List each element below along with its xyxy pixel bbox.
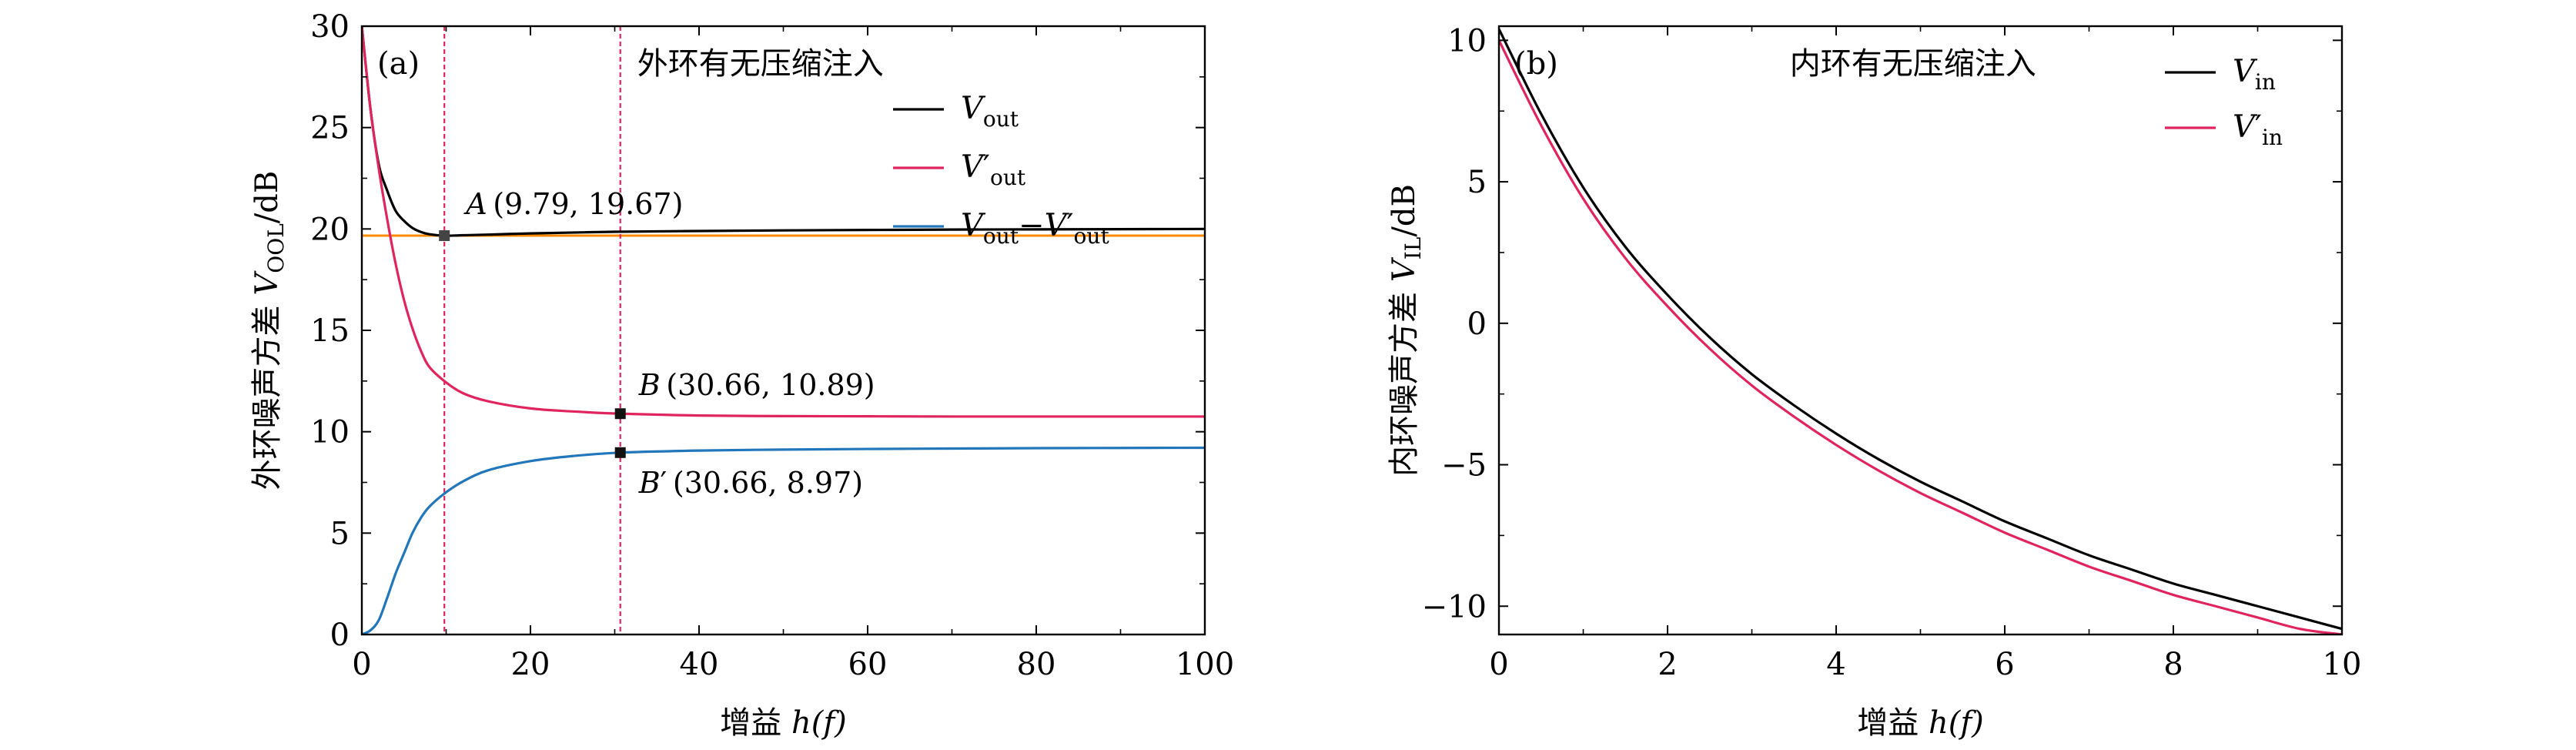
y-tick-label: 30 [310, 9, 350, 45]
legend-sub: in [2262, 125, 2283, 150]
x-tick-label: 40 [680, 647, 719, 682]
x-axis-label: 增益 h(f) [1857, 705, 1984, 741]
y-axis-label: 外环噪声方差 VOOL/dB [249, 171, 289, 491]
x-axis-label-math: h(f) [791, 705, 847, 741]
panel-title: 内环有无压缩注入 [1790, 46, 2036, 82]
legend-base: V [2233, 109, 2258, 145]
panel-title: 外环有无压缩注入 [637, 46, 884, 82]
legend-sub: out [983, 106, 1019, 132]
y-axis-label-sub: IL [1400, 237, 1426, 260]
legend-label-0: Vout [961, 91, 1019, 132]
y-axis-label-math: V [1387, 256, 1422, 282]
legend-base: V [2233, 54, 2258, 89]
y-tick-label: −10 [1422, 589, 1487, 624]
x-tick-label: 8 [2163, 647, 2183, 682]
x-tick-label: 6 [1995, 647, 2014, 682]
x-tick-label: 4 [1826, 647, 1845, 682]
y-tick-label: 10 [1447, 23, 1487, 59]
x-tick-label: 60 [848, 647, 888, 682]
x-tick-label: 80 [1017, 647, 1056, 682]
x-axis-label-text: 增益 [720, 705, 791, 741]
point-marker-0 [439, 230, 450, 242]
plot-area [362, 26, 1205, 634]
x-axis-label: 增益 h(f) [720, 705, 847, 741]
x-tick-label: 2 [1658, 647, 1677, 682]
y-tick-label: 20 [310, 212, 350, 247]
legend-base: V [961, 91, 986, 126]
x-tick-label: 10 [2323, 647, 2362, 682]
y-tick-label: 25 [310, 111, 350, 146]
legend-minus-sub: out [1074, 223, 1110, 249]
y-tick-label: 5 [330, 516, 350, 551]
legend-label-0: Vin [2233, 54, 2276, 95]
x-tick-label: 20 [511, 647, 550, 682]
point-coords: (30.66, 8.97) [667, 466, 863, 500]
x-tick-label: 100 [1176, 647, 1234, 682]
point-prime: ′ [661, 466, 667, 500]
legend-label-2: Vout−V′out [961, 208, 1109, 249]
y-tick-label: −5 [1441, 448, 1487, 484]
legend-base: V [961, 208, 986, 243]
series-line-0 [1499, 28, 2342, 631]
point-name: B [638, 466, 661, 500]
point-name: B [638, 368, 661, 402]
legend-sub: out [990, 165, 1026, 190]
legend-label-1: V′out [961, 149, 1026, 190]
y-axis-label-text: 外环噪声方差 [249, 296, 285, 491]
legend-sub: out [983, 223, 1019, 249]
legend-sub: in [2255, 69, 2276, 95]
y-axis-label-text: 内环噪声方差 [1387, 282, 1422, 477]
x-axis-label-math: h(f) [1929, 705, 1984, 741]
y-tick-label: 15 [310, 313, 350, 349]
point-label-2: B′ (30.66, 8.97) [638, 466, 863, 500]
point-coords: (9.79, 19.67) [487, 187, 684, 221]
y-tick-label: 5 [1467, 165, 1487, 200]
panel-label: (b) [1514, 46, 1558, 82]
y-axis-label-unit: /dB [1387, 184, 1422, 236]
legend-minus-prime: ′ [1066, 208, 1073, 243]
point-coords: (30.66, 10.89) [661, 368, 875, 402]
x-tick-label: 0 [352, 647, 371, 682]
panel-label: (a) [377, 46, 420, 82]
y-axis-label-unit: /dB [249, 171, 285, 223]
series-line-2 [362, 446, 1205, 634]
panel-a: A (9.79, 19.67)B (30.66, 10.89)B′ (30.66… [249, 9, 1234, 741]
series-line-1 [362, 26, 1205, 418]
series-line-1 [1499, 39, 2342, 634]
point-name: A [463, 187, 487, 221]
legend-label-1: V′in [2233, 109, 2283, 150]
legend-prime: ′ [983, 149, 990, 185]
legend-minus-base: −V [1019, 208, 1070, 243]
x-tick-label: 0 [1489, 647, 1508, 682]
plot-area [1499, 28, 2342, 634]
y-tick-label: 10 [310, 415, 350, 450]
legend-base: V [961, 149, 986, 185]
point-marker-1 [614, 408, 626, 420]
point-marker-2 [614, 447, 626, 458]
point-label-0: A (9.79, 19.67) [463, 187, 683, 221]
point-label-1: B (30.66, 10.89) [638, 368, 875, 402]
y-axis-label-sub: OOL [263, 223, 289, 273]
x-axis-label-text: 增益 [1857, 705, 1929, 741]
y-axis-label-math: V [249, 270, 285, 296]
y-tick-label: 0 [1467, 306, 1487, 342]
y-tick-label: 0 [330, 618, 350, 653]
y-axis-label: 内环噪声方差 VIL/dB [1387, 184, 1426, 477]
legend-prime: ′ [2255, 109, 2262, 145]
series-line-0 [362, 26, 1205, 237]
